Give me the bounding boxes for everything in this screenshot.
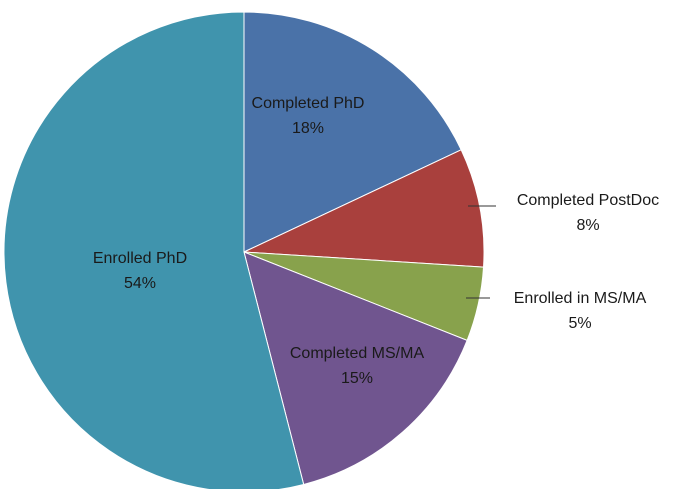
slice-value-label: 15% xyxy=(341,370,373,387)
slice-label: Completed PostDoc xyxy=(517,192,659,209)
pie-slice xyxy=(243,11,462,253)
pie-slice xyxy=(3,11,305,489)
slice-value-label: 8% xyxy=(576,217,599,234)
slice-value-label: 5% xyxy=(568,315,591,332)
slice-value-label: 54% xyxy=(124,275,156,292)
slice-label: Completed PhD xyxy=(252,95,365,112)
slice-label: Enrolled PhD xyxy=(93,250,187,267)
slice-label: Completed MS/MA xyxy=(290,345,425,362)
pie-slice xyxy=(243,149,485,268)
slice-value-label: 18% xyxy=(292,120,324,137)
pie-slice xyxy=(243,251,468,486)
slice-label: Enrolled in MS/MA xyxy=(514,290,647,307)
